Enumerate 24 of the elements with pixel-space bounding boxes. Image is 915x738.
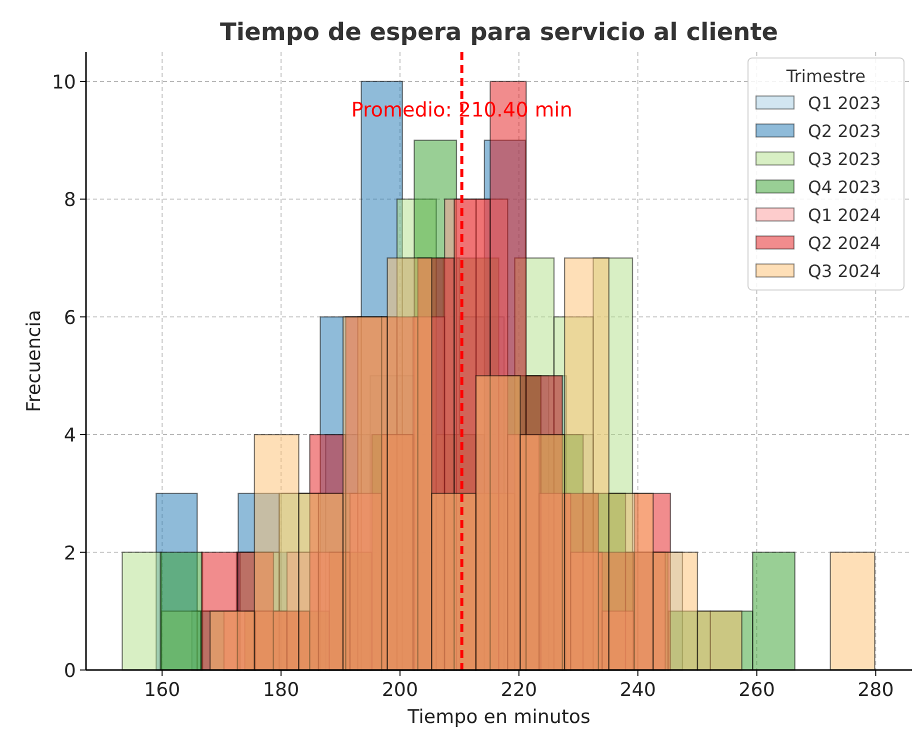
y-tick-label: 6 [64, 306, 76, 329]
x-tick-label: 180 [262, 679, 300, 701]
x-tick-label: 280 [858, 679, 894, 701]
y-tick-label: 0 [64, 660, 76, 682]
legend-label: Q2 2023 [808, 122, 881, 142]
y-tick-label: 10 [52, 71, 76, 94]
y-tick-label: 8 [64, 189, 76, 212]
y-tick-label: 2 [64, 542, 76, 564]
x-axis-title: Tiempo en minutos [406, 706, 590, 728]
x-tick-label: 220 [500, 679, 538, 701]
x-tick-label: 160 [144, 679, 180, 701]
x-tick-label: 200 [382, 679, 418, 701]
legend-title: Trimestre [785, 67, 866, 87]
legend-label: Q1 2024 [808, 206, 881, 226]
y-tick-label: 4 [64, 424, 76, 447]
x-tick-label: 260 [738, 679, 775, 701]
legend-label: Q1 2023 [808, 94, 881, 114]
legend-label: Q3 2024 [808, 262, 881, 282]
legend-label: Q3 2023 [808, 150, 881, 170]
y-axis-title: Frecuencia [23, 310, 45, 412]
chart-title: Tiempo de espera para servicio al cliente [220, 18, 778, 46]
legend-label: Q4 2023 [808, 178, 881, 198]
legend-label: Q2 2024 [808, 234, 881, 254]
x-tick-label: 240 [620, 679, 656, 701]
